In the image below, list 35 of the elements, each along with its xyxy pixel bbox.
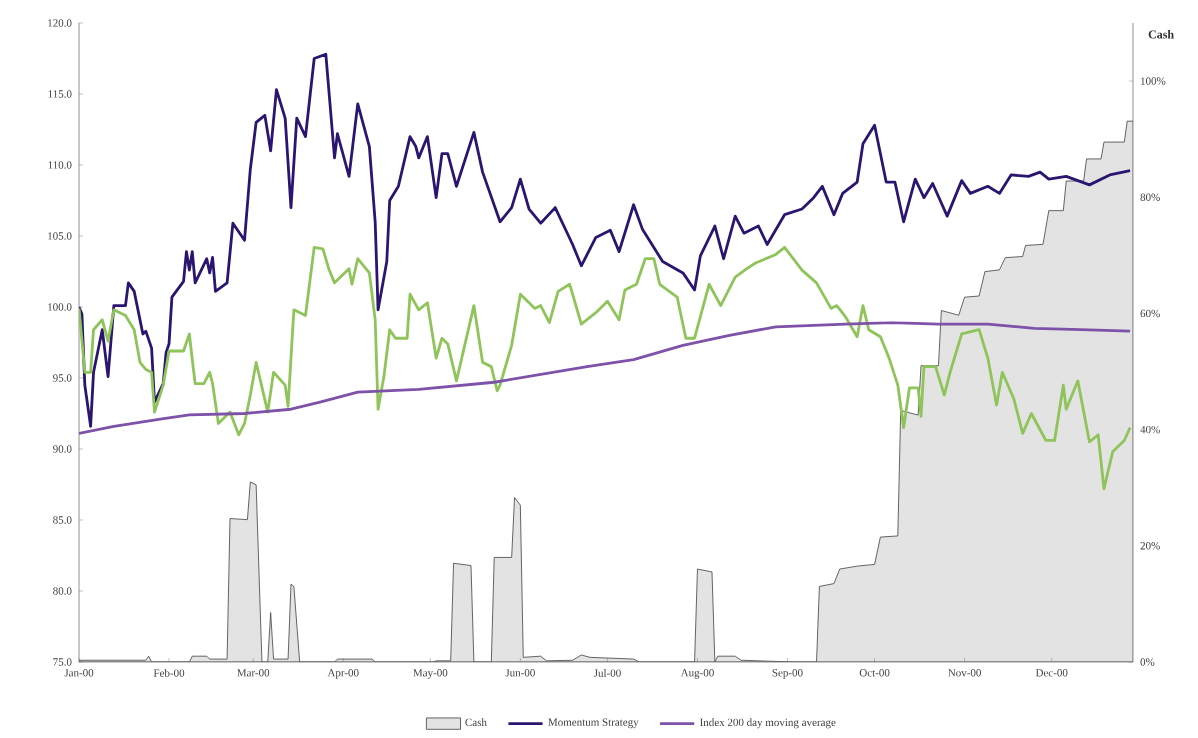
y-tick-label: 95.0	[53, 374, 72, 382]
y2-tick-label: 20%	[1140, 542, 1160, 550]
x-tick-label: Aug-00	[680, 669, 714, 679]
x-tick-label: May-00	[413, 669, 448, 679]
legend-label: Cash	[465, 718, 487, 727]
x-tick-label: Jul-00	[593, 669, 621, 677]
x-tick-label: Feb-00	[153, 669, 185, 677]
y2-tick-label: 60%	[1140, 309, 1160, 318]
x-tick-label: Mar-00	[237, 669, 270, 677]
y-tick-label: 75.0	[53, 658, 72, 666]
x-tick-label: Apr-00	[327, 669, 359, 679]
y-tick-label: 90.0	[53, 445, 72, 453]
y-tick-label: 80.0	[53, 587, 72, 595]
y-tick-label: 105.0	[48, 232, 72, 240]
y2-tick-label: 80%	[1140, 193, 1160, 202]
y-tick-label: 85.0	[53, 516, 72, 524]
x-tick-label: Jun-00	[505, 669, 535, 677]
y-tick-label: 115.0	[48, 90, 72, 98]
x-tick-label: Dec-00	[1035, 669, 1068, 677]
x-tick-label: Jan-00	[64, 669, 94, 677]
line-series	[79, 52, 1132, 428]
line-series	[79, 321, 1132, 435]
y-tick-label: 120.0	[48, 19, 72, 27]
legend-label: Momentum Strategy	[548, 718, 639, 729]
x-tick-label: Oct-00	[859, 669, 890, 677]
line-series	[79, 245, 1132, 491]
x-tick-label: Nov-00	[948, 669, 981, 677]
legend-label: Index 200 day moving average	[700, 718, 836, 729]
x-tick-label: Sep-00	[772, 669, 803, 679]
y-tick-label: 100.0	[48, 303, 72, 311]
y-tick-label: 110.0	[48, 161, 72, 169]
y2-tick-label: 100%	[1141, 77, 1166, 85]
y2-tick-label: 0%	[1140, 658, 1155, 666]
y2-tick-label: 40%	[1140, 425, 1160, 434]
y2-axis-title: Cash	[1148, 30, 1174, 39]
